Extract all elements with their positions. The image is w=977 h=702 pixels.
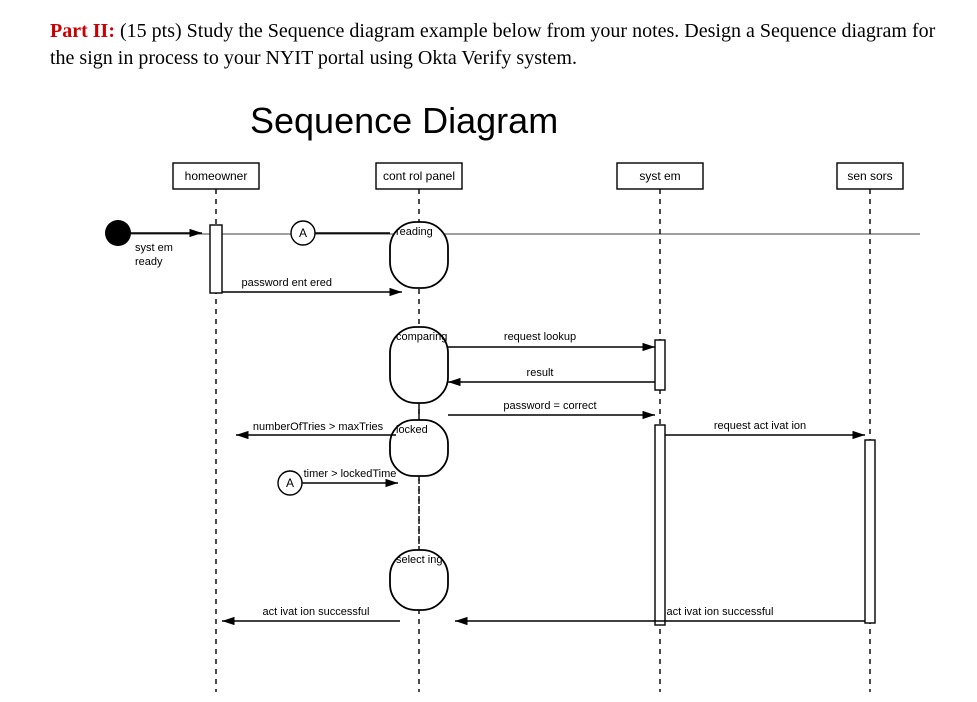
actor-label-sensors: sen sors: [847, 169, 892, 183]
activation-3: [865, 440, 875, 623]
activation-2: [655, 425, 665, 625]
message-label-m9: act ivat ion successful: [263, 606, 370, 618]
state-label-comparing: comparing: [396, 331, 447, 343]
message-label-m3: result: [527, 367, 554, 379]
activation-1: [655, 340, 665, 390]
message-label-m4: password = correct: [503, 400, 596, 412]
message-label-m5: numberOfTries > maxTries: [253, 421, 384, 433]
message-label-m2: request lookup: [504, 331, 576, 343]
state-label-reading: reading: [396, 226, 433, 238]
message-label-m7: timer > lockedTime: [304, 468, 397, 480]
start-node-icon: [105, 220, 131, 246]
actor-label-controlpanel: cont rol panel: [383, 169, 455, 183]
activation-0: [210, 225, 222, 293]
page-root: Part II: (15 pts) Study the Sequence dia…: [0, 0, 977, 702]
message-label-m8: act ivat ion successful: [667, 606, 774, 618]
start-label-1: syst em: [135, 242, 173, 254]
actor-label-homeowner: homeowner: [185, 169, 248, 183]
message-label-m6: request act ivat ion: [714, 420, 806, 432]
connector-a-label-1: A: [286, 476, 294, 490]
actor-label-system: syst em: [639, 169, 680, 183]
start-label-2: ready: [135, 256, 163, 268]
message-label-m1: password ent ered: [242, 277, 333, 289]
state-label-locked: locked: [396, 424, 428, 436]
connector-a-label-0: A: [299, 226, 307, 240]
sequence-diagram: homeowner cont rol panel syst em sen sors sy…: [0, 0, 977, 702]
state-label-selecting: select ing: [396, 554, 442, 566]
